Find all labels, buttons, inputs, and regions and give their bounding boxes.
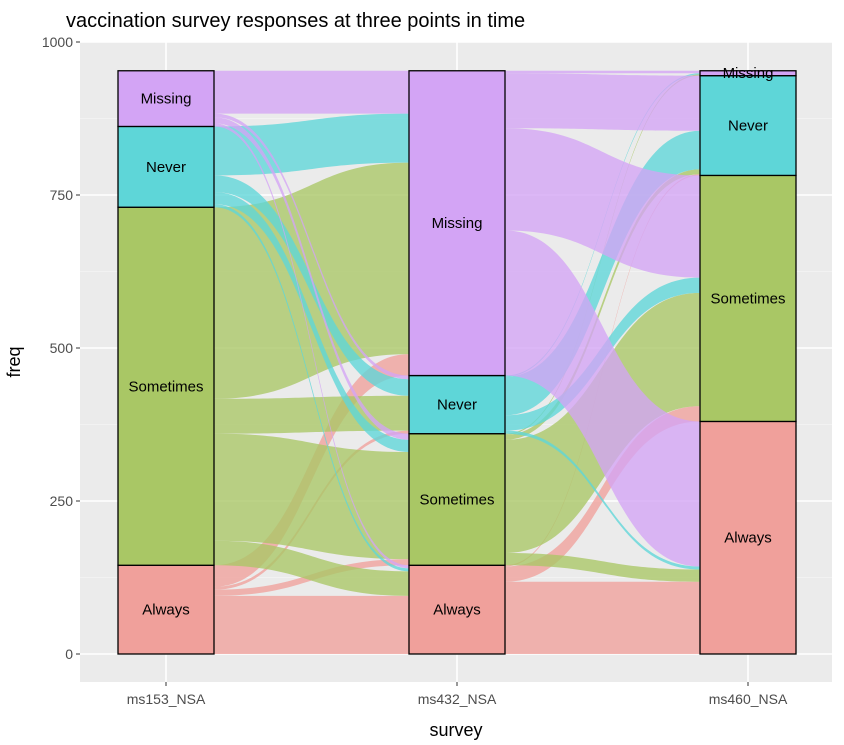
stratum-box-sometimes — [117, 206, 215, 566]
x-axis: ms153_NSA ms432_NSA ms460_NSA — [127, 682, 788, 707]
stratum-box-sometimes — [699, 174, 797, 423]
stratum-box-missing — [699, 70, 797, 77]
flow-band-missing-to-never — [505, 73, 700, 131]
y-tick-label: 250 — [50, 493, 74, 509]
flow-band-always-to-sometimes — [505, 406, 700, 582]
stratum-label-always: Always — [433, 602, 481, 619]
flow-band-missing-to-sometimes — [214, 117, 409, 440]
flow-band-missing-to-always — [505, 230, 700, 567]
y-tick-label: 0 — [65, 646, 73, 662]
flow-band-always-to-always — [505, 581, 700, 654]
stratum-box-always — [117, 564, 215, 655]
stratum-box-always — [699, 420, 797, 655]
stratum-box-missing — [408, 70, 506, 377]
x-axis-title: survey — [429, 720, 482, 740]
stratum-label-never: Never — [437, 397, 477, 414]
flow-band-never-to-missing — [214, 113, 409, 176]
y-axis-title: freq — [4, 346, 24, 377]
flow-band-never-to-always — [214, 204, 409, 572]
stratum-label-missing: Missing — [432, 215, 483, 232]
flow-band-never-to-sometimes — [214, 191, 409, 453]
flow-band-missing-to-sometimes — [505, 128, 700, 278]
flow-band-missing-to-missing — [214, 70, 409, 114]
flow-band-sometimes-to-sometimes — [214, 433, 409, 560]
stratum-box-always — [408, 564, 506, 655]
stratum-label-never: Never — [146, 159, 186, 176]
flow-band-never-to-never — [505, 130, 700, 416]
flow-bands — [214, 70, 700, 654]
stratum-box-sometimes — [408, 433, 506, 566]
flow-band-sometimes-to-never — [505, 169, 700, 440]
stratum-label-missing: Missing — [141, 91, 192, 108]
stratum-label-always: Always — [142, 602, 190, 619]
chart-title: vaccination survey responses at three po… — [66, 10, 525, 32]
stratum-box-never — [117, 125, 215, 208]
x-tick-label: ms432_NSA — [418, 691, 497, 707]
stratum-label-always: Always — [724, 530, 772, 547]
x-tick-label: ms153_NSA — [127, 691, 206, 707]
flow-band-never-to-never — [214, 175, 409, 396]
flow-band-sometimes-to-always — [505, 553, 700, 582]
stratum-box-missing — [117, 70, 215, 128]
y-tick-label: 750 — [50, 187, 74, 203]
flow-band-always-to-always — [214, 595, 409, 654]
strata-boxes: Always Sometimes Never Missing Always Sometim… — [117, 65, 797, 655]
stratum-label-sometimes: Sometimes — [710, 290, 785, 307]
stratum-box-never — [408, 374, 506, 435]
flow-band-sometimes-to-always — [214, 540, 409, 596]
y-axis: 0 250 500 750 1000 — [42, 34, 80, 662]
flow-band-missing-to-never — [214, 113, 409, 380]
y-tick-label: 1000 — [42, 34, 73, 50]
stratum-label-missing: Missing — [723, 65, 774, 82]
stratum-label-sometimes: Sometimes — [128, 378, 203, 395]
stratum-label-sometimes: Sometimes — [419, 491, 494, 508]
y-tick-label: 500 — [50, 340, 74, 356]
flow-band-missing-to-missing — [505, 70, 700, 74]
flow-band-never-to-always — [505, 430, 700, 570]
stratum-box-never — [699, 75, 797, 177]
flow-band-missing-to-always — [214, 123, 409, 569]
x-tick-label: ms460_NSA — [709, 691, 788, 707]
stratum-label-never: Never — [728, 118, 768, 135]
